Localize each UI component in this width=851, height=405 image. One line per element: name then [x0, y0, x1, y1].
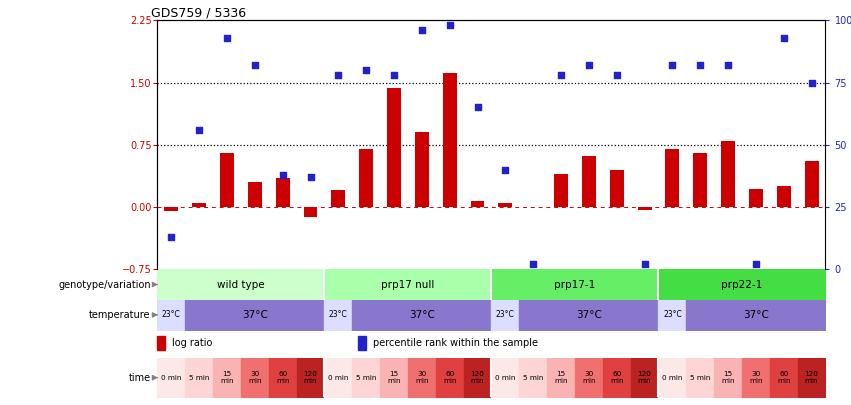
Bar [276, 178, 289, 207]
Text: 15
min: 15 min [554, 371, 568, 384]
Text: wild type: wild type [217, 279, 265, 290]
Text: 0 min: 0 min [662, 375, 683, 381]
Bar [777, 186, 791, 207]
Text: 60
min: 60 min [610, 371, 624, 384]
Text: 120
min: 120 min [304, 371, 317, 384]
Point [499, 166, 512, 173]
Text: 0 min: 0 min [328, 375, 349, 381]
Bar [749, 189, 762, 207]
Text: 5 min: 5 min [690, 375, 711, 381]
Point [220, 34, 234, 41]
Bar [610, 170, 624, 207]
Text: 60
min: 60 min [443, 371, 456, 384]
Point [248, 62, 261, 68]
Text: prp22-1: prp22-1 [722, 279, 762, 290]
Text: 0 min: 0 min [161, 375, 181, 381]
Text: 37°C: 37°C [242, 310, 268, 320]
Point [665, 62, 679, 68]
Bar [804, 161, 819, 207]
Point [777, 34, 791, 41]
Text: 23°C: 23°C [329, 310, 348, 320]
Bar [499, 203, 512, 207]
Text: 0 min: 0 min [495, 375, 516, 381]
Point [387, 72, 401, 78]
Bar [387, 88, 401, 207]
Text: 60
min: 60 min [777, 371, 791, 384]
Bar [359, 149, 373, 207]
Text: 30
min: 30 min [749, 371, 762, 384]
Bar [637, 207, 652, 209]
Bar [554, 174, 568, 207]
Bar [694, 153, 707, 207]
Text: genotype/variation: genotype/variation [58, 279, 151, 290]
Point [694, 62, 707, 68]
Bar [157, 336, 165, 350]
Point [805, 79, 819, 86]
Text: 37°C: 37°C [576, 310, 602, 320]
Text: 30
min: 30 min [582, 371, 596, 384]
Point [443, 22, 456, 28]
Text: 15
min: 15 min [387, 371, 401, 384]
Bar [582, 156, 596, 207]
Text: 60
min: 60 min [276, 371, 289, 384]
Point [554, 72, 568, 78]
Text: 30
min: 30 min [415, 371, 429, 384]
Text: 120
min: 120 min [637, 371, 652, 384]
Point [471, 104, 484, 111]
Point [527, 261, 540, 268]
Bar [192, 203, 206, 207]
Text: 120
min: 120 min [804, 371, 819, 384]
Text: 5 min: 5 min [523, 375, 544, 381]
Point [304, 174, 317, 180]
Bar [721, 141, 735, 207]
Text: 23°C: 23°C [496, 310, 515, 320]
Text: prp17-1: prp17-1 [554, 279, 596, 290]
Bar [331, 190, 346, 207]
Text: 30
min: 30 min [248, 371, 261, 384]
Text: 5 min: 5 min [189, 375, 209, 381]
Point [582, 62, 596, 68]
Text: 120
min: 120 min [471, 371, 484, 384]
Point [192, 127, 206, 133]
Bar [357, 336, 366, 350]
Point [415, 27, 429, 34]
Point [359, 67, 373, 73]
Text: GDS759 / 5336: GDS759 / 5336 [151, 6, 246, 19]
Text: 23°C: 23°C [162, 310, 180, 320]
Bar [443, 72, 457, 207]
Text: 15
min: 15 min [220, 371, 234, 384]
Text: time: time [129, 373, 151, 383]
Bar [304, 207, 317, 217]
Bar [471, 201, 484, 207]
Point [749, 261, 762, 268]
Point [332, 72, 346, 78]
Bar [220, 153, 234, 207]
Point [722, 62, 735, 68]
Bar [415, 132, 429, 207]
Text: 37°C: 37°C [743, 310, 768, 320]
Point [276, 171, 289, 178]
Point [164, 234, 178, 240]
Bar [164, 207, 179, 211]
Bar [665, 149, 679, 207]
Point [610, 72, 624, 78]
Text: 5 min: 5 min [356, 375, 376, 381]
Text: 37°C: 37°C [409, 310, 435, 320]
Text: temperature: temperature [89, 310, 151, 320]
Text: 23°C: 23°C [663, 310, 682, 320]
Bar [248, 182, 262, 207]
Text: percentile rank within the sample: percentile rank within the sample [373, 338, 538, 348]
Point [637, 261, 651, 268]
Text: 15
min: 15 min [722, 371, 734, 384]
Text: prp17 null: prp17 null [381, 279, 435, 290]
Text: log ratio: log ratio [172, 338, 213, 348]
